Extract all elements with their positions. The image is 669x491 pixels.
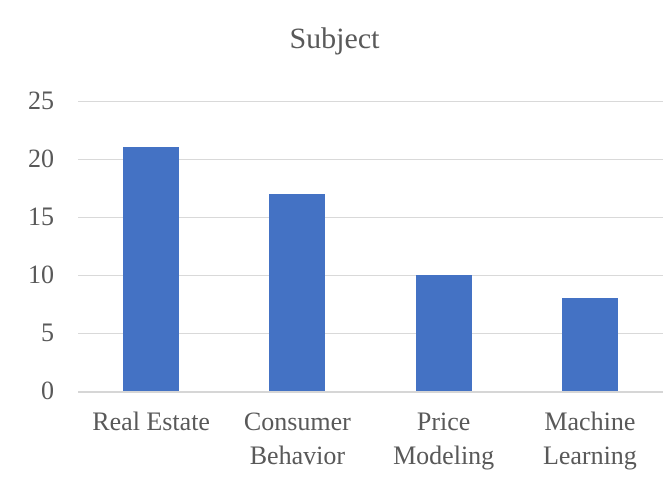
- y-tick-label: 5: [41, 318, 54, 347]
- gridline: [78, 217, 663, 218]
- bar-slot: [78, 101, 224, 391]
- x-axis-line: [78, 391, 663, 393]
- bar: [269, 193, 326, 391]
- bar-slot: [517, 101, 663, 391]
- bar-slot: [224, 101, 370, 391]
- bar-slot: [371, 101, 517, 391]
- gridline: [78, 333, 663, 334]
- x-axis-labels: Real Estate Consumer Behavior Price Modeli…: [78, 405, 663, 474]
- y-tick-label: 0: [41, 376, 54, 405]
- x-category-label: Machine Learning: [542, 407, 637, 471]
- x-category-label: Consumer Behavior: [243, 407, 351, 471]
- gridline: [78, 275, 663, 276]
- y-axis-labels: 25 20 15 10 5 0: [0, 88, 54, 404]
- gridline: [78, 101, 663, 102]
- bar: [123, 147, 180, 391]
- y-tick-label: 20: [28, 144, 54, 173]
- plot-area: [78, 101, 663, 393]
- bar: [561, 298, 618, 391]
- y-tick-label: 25: [28, 86, 54, 115]
- bar: [415, 275, 472, 391]
- x-category-label: Price Modeling: [393, 407, 495, 471]
- bars: [78, 101, 663, 391]
- chart-title: Subject: [289, 22, 380, 55]
- x-category-label: Real Estate: [92, 407, 210, 436]
- y-tick-label: 15: [28, 202, 54, 231]
- gridline: [78, 159, 663, 160]
- y-tick-label: 10: [28, 260, 54, 289]
